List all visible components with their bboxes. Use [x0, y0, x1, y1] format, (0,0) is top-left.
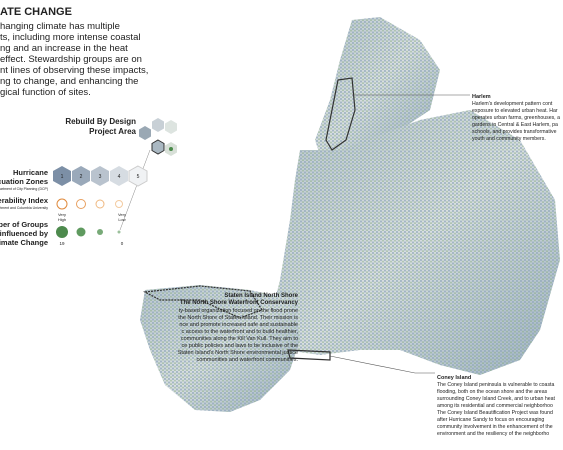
callout-line: ce public policies and laws to be inclus… [182, 343, 298, 349]
callout-line: c access to the waterfront and to build … [182, 329, 299, 335]
groups-circle [97, 229, 103, 235]
intro-line: ts, including more intense coastal [0, 32, 140, 43]
coney-leader [329, 355, 435, 374]
callout-line: schools, and provides transformative [472, 129, 557, 135]
scale-label: Low [118, 217, 125, 222]
callout-line: youth and community members. [472, 136, 546, 142]
zone-label: 2 [80, 174, 83, 180]
callout-line: operates urban farms, greenhouses, a [472, 115, 560, 121]
callout-line: communities and waterfront communities. [197, 357, 299, 363]
map [140, 17, 560, 412]
groups-circle [56, 226, 68, 238]
callout-line: after Hurricane Sandy to focus on encour… [437, 417, 544, 423]
callout-line: Harlem's development pattern cont [472, 101, 553, 107]
queens-brooklyn-dots [270, 110, 560, 375]
scale-label: 19 [59, 241, 65, 246]
scale-label: Very [118, 212, 126, 217]
zone-hex [110, 166, 128, 186]
zone-hex [128, 165, 148, 187]
callout-line: The Coney Island peninsula is vulnerable… [437, 382, 554, 388]
legend-heading: influenced by [0, 229, 49, 238]
legend-heading: acuation Zones [0, 177, 48, 186]
groups-circle [117, 230, 121, 234]
vuln-circle [115, 200, 123, 208]
vuln-circle [95, 199, 105, 209]
callout-subtitle: The North Shore Waterfront Conservancy [180, 300, 299, 306]
legend-source: Department and Columbia University [0, 206, 48, 210]
intro-line: hanging climate has multiple [0, 21, 120, 32]
title: ATE CHANGE [0, 6, 72, 18]
legend-heading: mber of Groups [0, 220, 48, 229]
zone-hex [91, 166, 109, 186]
legend-shapes [53, 118, 177, 238]
north-shore-outline [143, 285, 263, 319]
staten-island-dots [140, 285, 300, 412]
callout-title: Staten Island North Shore [224, 293, 298, 299]
zone-label: 3 [99, 174, 102, 180]
legend-heading: Climate Change [0, 238, 48, 247]
callout-line: gardens in Central & East Harlem, pa [472, 122, 558, 128]
intro-line: ng and an increase in the heat [0, 43, 128, 54]
bronx-manhattan-dots [315, 17, 440, 155]
intro-line: effect. Stewardship groups are on [0, 54, 142, 65]
callout-line: community involvement in the enhancement… [437, 424, 553, 430]
callout-line: exposure to elevated urban heat. Har [472, 108, 558, 114]
intro-line: ng to change, and enhancing the [0, 76, 138, 87]
rebuild-dot [169, 147, 173, 151]
legend-heading: Hurricane [13, 168, 48, 177]
callout-title: Coney Island [437, 375, 471, 381]
vuln-circle [76, 199, 86, 209]
callout-line: among its residential and commercial nei… [437, 403, 553, 409]
leader [119, 149, 151, 231]
scale-label: High [58, 217, 66, 222]
callout-line: the North Shore of Staten Island. Their … [178, 315, 298, 321]
rebuild-hex [152, 118, 164, 132]
callout-line: nce and promote increased safe and susta… [179, 322, 298, 328]
callout-line: The Coney Island Beautification Project … [437, 410, 553, 416]
legend-source: Department of City Planning (DCP) [0, 187, 48, 191]
zone-hex [53, 166, 71, 186]
legend-heading: Rebuild By Design [65, 117, 136, 126]
intro-line: gical function of sites. [0, 87, 91, 98]
callout-line: ty-based organization focused on the flo… [179, 308, 298, 314]
harlem-outline [325, 77, 356, 151]
zone-hex [72, 166, 90, 186]
zone-label: 5 [137, 174, 140, 180]
zone-label: 1 [61, 174, 64, 180]
legend-heading: Project Area [89, 127, 136, 136]
coney-outline [287, 349, 331, 361]
groups-circle [76, 227, 86, 237]
callout-title: Harlem [472, 94, 491, 100]
callout-line: environment and the resiliency of the ne… [437, 431, 549, 437]
rebuild-hex [139, 126, 151, 140]
rebuild-hex [165, 120, 177, 134]
legend-heading: nerability Index [0, 196, 49, 205]
callout-line: surrounding Coney Island Creek, and to u… [437, 396, 556, 402]
callout-line: flooding, both on the ocean shore and th… [437, 389, 548, 395]
vuln-circle [56, 198, 68, 210]
scale-label: 0 [121, 241, 124, 246]
intro-line: nt lines of observing these impacts, [0, 65, 148, 76]
rebuild-hex [151, 139, 165, 155]
scale-label: Very [58, 212, 66, 217]
callout-line: Staten Island's North Shore environmenta… [178, 350, 298, 356]
callout-line: communities along the Kill Van Kull. The… [181, 336, 298, 342]
zone-label: 4 [118, 174, 121, 180]
